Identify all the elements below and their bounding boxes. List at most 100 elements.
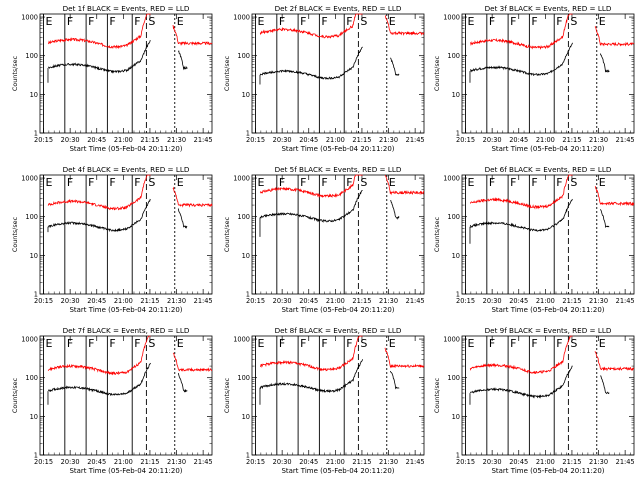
x-axis-label: Start Time (05-Feb-04 20:11:20) <box>491 306 604 314</box>
x-tick-label: 21:15 <box>562 297 581 305</box>
series-events-line-post <box>390 199 400 220</box>
marker-label: E <box>177 176 184 189</box>
x-tick-label: 20:15 <box>246 297 265 305</box>
x-tick-label: 20:45 <box>299 297 318 305</box>
series-events-line-post <box>177 372 188 393</box>
series-events-line-post <box>177 50 188 71</box>
x-tick-label: 21:30 <box>167 297 186 305</box>
marker-label: F <box>321 337 327 350</box>
y-axis-label: Counts/sec <box>11 377 19 413</box>
x-tick-label: 20:15 <box>456 297 475 305</box>
y-tick-label: 100 <box>237 52 250 60</box>
panel-title: Det 6f BLACK = Events, RED = LLD <box>485 165 612 174</box>
x-tick-label: 21:15 <box>352 458 371 466</box>
series-events-line-post <box>599 53 610 73</box>
marker-label: E <box>468 337 475 350</box>
x-tick-label: 21:15 <box>352 136 371 144</box>
marker-label: S <box>148 15 155 28</box>
x-tick-label: 20:30 <box>61 136 80 144</box>
marker-label: E <box>599 337 606 350</box>
marker-label: F <box>510 176 516 189</box>
series-lld-line-post <box>384 174 425 196</box>
x-tick-label: 21:30 <box>589 297 608 305</box>
marker-label: F <box>67 337 73 350</box>
marker-label: F <box>556 337 562 350</box>
y-axis-label: Counts/sec <box>223 55 231 91</box>
x-tick-label: 20:45 <box>509 458 528 466</box>
series-events-line <box>48 198 151 233</box>
y-tick-label: 1 <box>34 452 38 460</box>
x-axis-label: Start Time (05-Feb-04 20:11:20) <box>281 306 394 314</box>
marker-label: F <box>109 15 115 28</box>
x-tick-label: 20:30 <box>273 136 292 144</box>
y-tick-label: 1000 <box>443 14 460 22</box>
x-tick-label: 20:15 <box>246 136 265 144</box>
y-tick-label: 10 <box>452 91 460 99</box>
panel-title: Det 9f BLACK = Events, RED = LLD <box>485 326 612 335</box>
y-tick-label: 1000 <box>21 175 38 183</box>
marker-label: F <box>489 15 495 28</box>
marker-label: F <box>321 15 327 28</box>
marker-label: F <box>88 337 94 350</box>
y-tick-label: 1000 <box>233 175 250 183</box>
x-tick-label: 21:45 <box>406 458 425 466</box>
x-tick-label: 21:15 <box>140 458 159 466</box>
x-tick-label: 21:00 <box>326 458 345 466</box>
marker-label: E <box>389 15 396 28</box>
y-tick-label: 100 <box>25 213 38 221</box>
x-tick-label: 20:30 <box>273 297 292 305</box>
series-lld-line <box>469 174 573 210</box>
marker-label: E <box>389 337 396 350</box>
x-axis-label: Start Time (05-Feb-04 20:11:20) <box>69 467 182 475</box>
series-lld-line <box>259 174 363 199</box>
x-tick-label: 21:15 <box>562 136 581 144</box>
x-axis-label: Start Time (05-Feb-04 20:11:20) <box>281 145 394 153</box>
panel-9: Det 9f BLACK = Events, RED = LLD 1 10 100 10… <box>433 326 635 475</box>
marker-label: F <box>346 15 352 28</box>
panel-6: Det 6f BLACK = Events, RED = LLD 1 10 100 10… <box>433 165 635 314</box>
marker-label: F <box>531 337 537 350</box>
x-tick-label: 21:45 <box>194 297 213 305</box>
marker-label: F <box>279 337 285 350</box>
y-tick-label: 1000 <box>21 336 38 344</box>
marker-label: F <box>346 176 352 189</box>
panel-title: Det 1f BLACK = Events, RED = LLD <box>63 4 190 13</box>
marker-label: F <box>109 337 115 350</box>
series-events-line <box>259 46 363 80</box>
x-tick-label: 21:30 <box>379 136 398 144</box>
marker-label: F <box>300 176 306 189</box>
marker-label: F <box>556 15 562 28</box>
axes-frame <box>251 13 425 134</box>
marker-label: F <box>88 176 94 189</box>
y-tick-label: 1 <box>456 291 460 299</box>
x-tick-label: 20:45 <box>87 297 106 305</box>
x-tick-label: 21:15 <box>140 136 159 144</box>
marker-label: F <box>88 15 94 28</box>
y-tick-label: 1000 <box>443 336 460 344</box>
x-tick-label: 20:30 <box>273 458 292 466</box>
marker-label: S <box>360 337 367 350</box>
series-events-line-post <box>389 370 400 390</box>
x-tick-label: 21:30 <box>379 458 398 466</box>
marker-label: F <box>489 176 495 189</box>
x-tick-label: 20:30 <box>61 297 80 305</box>
y-tick-label: 10 <box>242 91 250 99</box>
series-lld-line-post <box>594 185 635 207</box>
x-tick-label: 20:30 <box>483 458 502 466</box>
series-lld-line-post <box>172 24 213 47</box>
x-tick-label: 21:45 <box>194 458 213 466</box>
marker-label: F <box>346 337 352 350</box>
y-tick-label: 1 <box>34 291 38 299</box>
marker-label: E <box>599 15 606 28</box>
marker-label: S <box>570 15 577 28</box>
series-lld-line-post <box>172 186 213 208</box>
y-axis-label: Counts/sec <box>433 216 441 252</box>
panel-title: Det 4f BLACK = Events, RED = LLD <box>63 165 190 174</box>
panel-7: Det 7f BLACK = Events, RED = LLD 1 10 100 10… <box>11 326 213 475</box>
y-tick-label: 10 <box>30 413 38 421</box>
marker-label: E <box>258 337 265 350</box>
x-tick-label: 21:00 <box>536 136 555 144</box>
y-tick-label: 1 <box>34 130 38 138</box>
panel-title: Det 7f BLACK = Events, RED = LLD <box>63 326 190 335</box>
